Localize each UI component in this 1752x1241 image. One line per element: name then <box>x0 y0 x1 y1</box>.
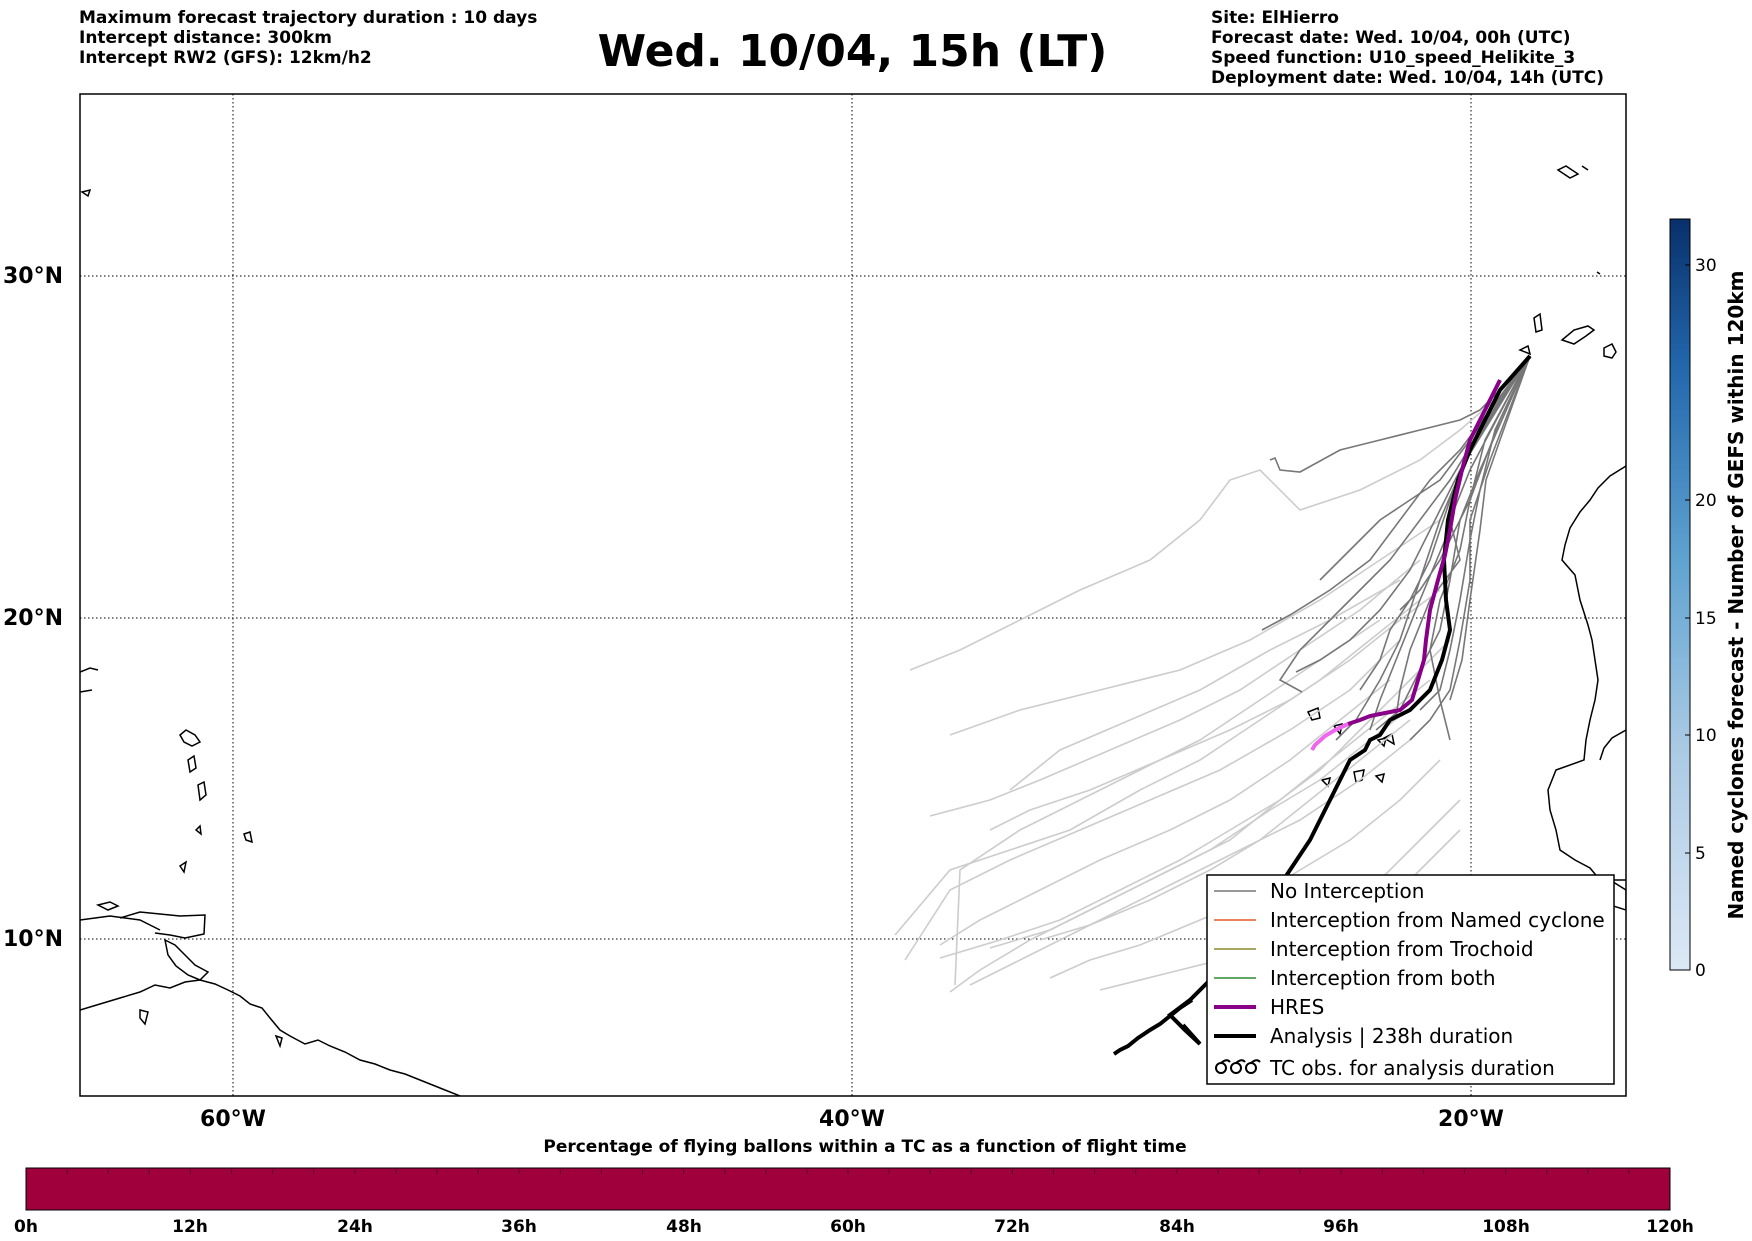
legend-item-tc-obs: TC obs. for analysis duration <box>1215 1056 1555 1080</box>
intercept-distance-text: Intercept distance: 300km <box>79 28 332 48</box>
legend-label: Interception from both <box>1270 966 1496 990</box>
legend-item-hres: HRES <box>1214 995 1324 1019</box>
legend-label: Analysis | 238h duration <box>1270 1024 1513 1048</box>
lat-label-10n: 10°N <box>3 927 63 952</box>
time-tick-label: 0h <box>14 1217 38 1237</box>
time-tick-label: 24h <box>337 1217 373 1237</box>
time-tick-label: 48h <box>666 1217 702 1237</box>
legend-label: TC obs. for analysis duration <box>1269 1056 1555 1080</box>
legend-item-trochoid: Interception from Trochoid <box>1214 937 1534 961</box>
legend-item-analysis: Analysis | 238h duration <box>1214 1024 1513 1048</box>
time-bar-subticks <box>66 1168 1630 1174</box>
deployment-date-text: Deployment date: Wed. 10/04, 14h (UTC) <box>1211 68 1605 88</box>
tc-symbol-icon <box>1215 1059 1261 1074</box>
coastline-americas <box>80 188 461 1096</box>
time-tick-label: 60h <box>830 1217 866 1237</box>
time-tick-label: 84h <box>1159 1217 1195 1237</box>
time-tick-label: 72h <box>994 1217 1030 1237</box>
lon-label-60w: 60°W <box>200 1107 266 1132</box>
lon-label-20w: 20°W <box>1438 1107 1504 1132</box>
header-right-info: Site: ElHierro Forecast date: Wed. 10/04… <box>1211 8 1604 88</box>
site-text: Site: ElHierro <box>1211 8 1339 28</box>
legend-label: Interception from Trochoid <box>1270 937 1534 961</box>
time-tick-label: 96h <box>1323 1217 1359 1237</box>
time-bar-title: Percentage of flying ballons within a TC… <box>543 1137 1187 1157</box>
lon-label-40w: 40°W <box>819 1107 885 1132</box>
map-legend: No Interception Interception from Named … <box>1206 874 1615 1085</box>
time-tick-label: 12h <box>172 1217 208 1237</box>
hres-track-tail <box>1310 722 1349 752</box>
lat-label-20n: 20°N <box>3 606 63 631</box>
intercept-rw2-text: Intercept RW2 (GFS): 12km/h2 <box>79 48 372 68</box>
lat-label-30n: 30°N <box>3 264 63 289</box>
faded-trajectories <box>894 399 1496 993</box>
analysis-track-end <box>1112 998 1194 1056</box>
speed-function-text: Speed function: U10_speed_Helikite_3 <box>1211 48 1576 68</box>
page-title: Wed. 10/04, 15h (LT) <box>597 26 1108 77</box>
legend-item-both: Interception from both <box>1214 966 1496 990</box>
time-tick-label: 108h <box>1482 1217 1530 1237</box>
forecast-date-text: Forecast date: Wed. 10/04, 00h (UTC) <box>1211 28 1571 48</box>
legend-label: No Interception <box>1270 879 1424 903</box>
legend-item-no-interception: No Interception <box>1214 879 1424 903</box>
time-bar-fill <box>25 1167 1671 1211</box>
hres-track <box>1347 379 1502 726</box>
time-tick-label: 36h <box>501 1217 537 1237</box>
legend-item-named-cyclone: Interception from Named cyclone <box>1214 908 1605 932</box>
legend-label: Interception from Named cyclone <box>1270 908 1605 932</box>
legend-label: HRES <box>1270 995 1324 1019</box>
header-left-info: Maximum forecast trajectory duration : 1… <box>79 8 537 68</box>
max-duration-text: Maximum forecast trajectory duration : 1… <box>79 8 538 28</box>
time-tick-label: 120h <box>1646 1217 1694 1237</box>
